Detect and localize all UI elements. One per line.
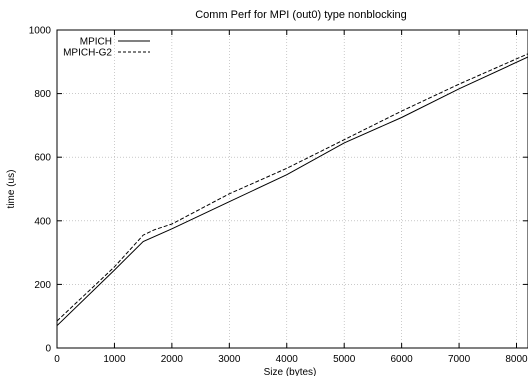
y-tick-label: 0 [45,344,51,355]
x-tick-label: 5000 [333,354,356,365]
y-tick-label: 200 [34,280,51,291]
x-tick-label: 8000 [505,354,528,365]
x-tick-label: 7000 [448,354,471,365]
x-tick-label: 1000 [103,354,126,365]
series-line-mpich-g2 [57,53,528,322]
legend-label: MPICH-G2 [63,48,112,59]
y-axis-label: time (us) [6,170,17,209]
x-tick-label: 3000 [218,354,241,365]
x-axis-label: Size (bytes) [264,367,317,376]
y-tick-label: 400 [34,216,51,227]
y-tick-label: 1000 [29,26,52,37]
x-tick-label: 6000 [391,354,414,365]
x-tick-label: 0 [54,354,60,365]
y-tick-label: 600 [34,153,51,164]
series-line-mpich [57,56,528,327]
x-tick-label: 2000 [161,354,184,365]
x-tick-label: 4000 [276,354,299,365]
legend-label: MPICH [80,37,112,48]
y-tick-label: 800 [34,89,51,100]
plot-frame [56,29,528,349]
chart-title: Comm Perf for MPI (out0) type nonblockin… [195,9,407,21]
